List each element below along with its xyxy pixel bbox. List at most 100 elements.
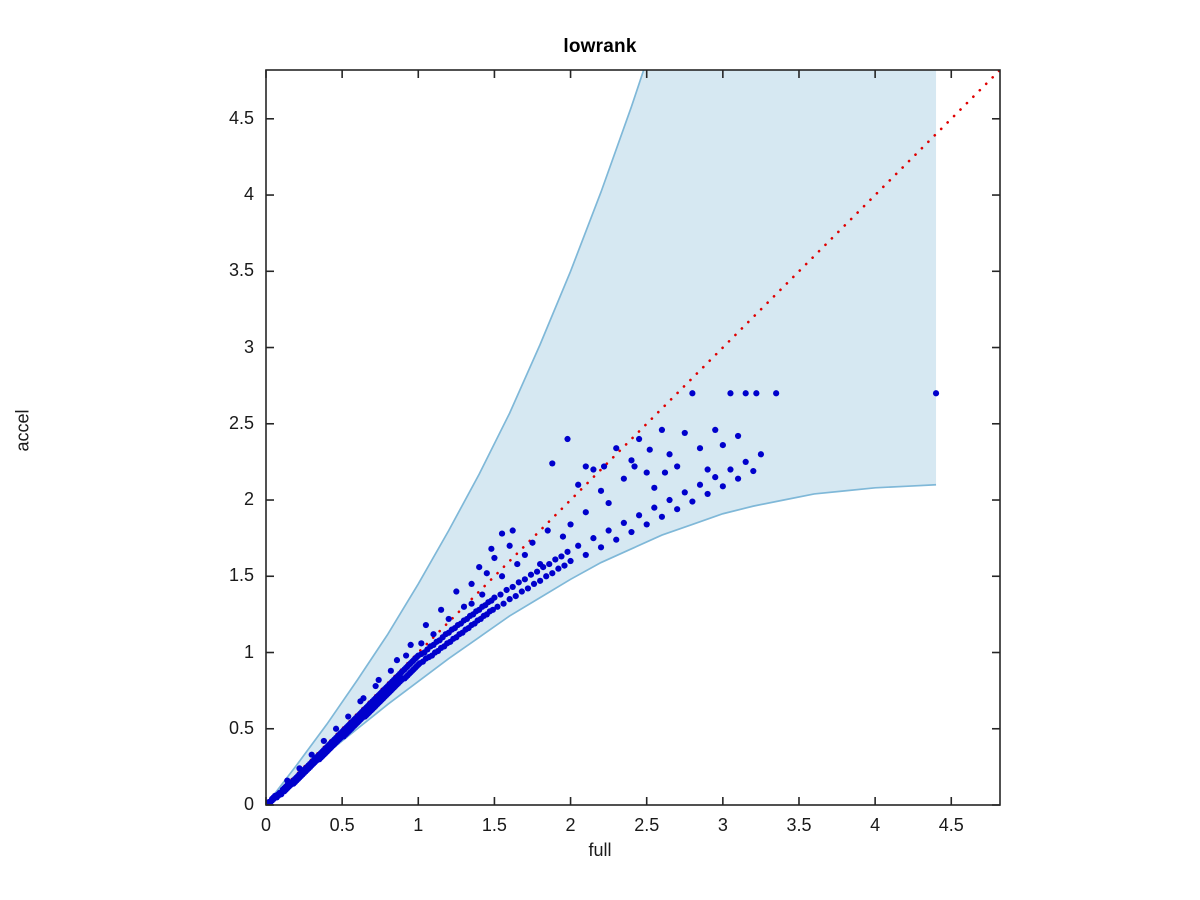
scatter-point (483, 570, 490, 577)
scatter-point (628, 457, 635, 464)
scatter-point (597, 487, 605, 494)
scatter-point (453, 588, 460, 595)
scatter-point (742, 390, 749, 397)
scatter-point (555, 565, 562, 572)
scatter-point (620, 475, 627, 482)
scatter-point (491, 554, 498, 562)
scatter-point (460, 603, 468, 610)
scatter-point (666, 451, 673, 458)
scatter-point (533, 568, 541, 575)
scatter-point (643, 521, 650, 528)
y-tick-label: 1.5 (228, 565, 254, 586)
scatter-point (438, 606, 445, 613)
x-tick-label: 3.5 (786, 815, 812, 835)
confidence-band (266, 70, 937, 805)
scatter-point (543, 573, 550, 580)
scatter-point (628, 528, 635, 536)
x-tick-label: 4.5 (938, 815, 964, 835)
scatter-point (567, 557, 574, 565)
scatter-point (296, 765, 303, 772)
scatter-point (488, 545, 495, 552)
scatter-point (546, 560, 553, 568)
scatter-point (590, 535, 597, 542)
y-tick-label: 3 (243, 336, 254, 357)
scatter-point (503, 586, 510, 594)
scatter-point (524, 585, 532, 592)
scatter-point (635, 512, 643, 519)
scatter-point (559, 533, 567, 540)
confidence-band-lower-edge (266, 483, 937, 805)
scatter-point (590, 466, 597, 473)
scatter-point (514, 560, 521, 568)
y-tick-label: 4 (243, 184, 254, 205)
scatter-point (476, 564, 483, 571)
scatter-point (582, 509, 589, 516)
scatter-point (635, 435, 643, 443)
scatter-point (666, 496, 673, 504)
scatter-point (498, 530, 506, 537)
x-tick-label: 2.5 (634, 815, 660, 835)
scatter-point (530, 580, 538, 587)
scatter-point (521, 551, 528, 559)
scatter-point (696, 445, 704, 452)
scatter-point (360, 695, 367, 702)
scatter-point (564, 548, 571, 555)
scatter-point (558, 553, 565, 560)
confidence-band-fill (266, 70, 937, 805)
scatter-point (521, 576, 528, 583)
scatter-point (497, 591, 504, 598)
scatter-point (491, 594, 498, 601)
scatter-point (387, 667, 394, 674)
scatter-point (704, 490, 711, 498)
x-tick-label: 3 (717, 815, 728, 835)
scatter-point (393, 657, 401, 664)
scatter-point (613, 445, 620, 452)
scatter-point (403, 652, 410, 659)
scatter-point (727, 466, 734, 473)
y-tick-label: 1 (243, 641, 254, 662)
scatter-point (712, 474, 719, 481)
x-tick-label: 0.5 (329, 815, 355, 835)
x-tick-label: 2 (565, 815, 576, 835)
scatter-point (620, 519, 627, 526)
scatter-point (320, 737, 327, 745)
scatter-point (582, 463, 589, 470)
scatter-point (712, 426, 719, 433)
scatter-point (445, 615, 452, 623)
scatter-point (773, 390, 780, 397)
scatter-point (479, 591, 486, 598)
scatter-point (651, 504, 658, 511)
scatter-point (681, 429, 688, 437)
scatter-point (719, 442, 726, 449)
scatter-point (613, 536, 620, 543)
scatter-point (308, 751, 315, 758)
x-tick-label: 1 (413, 815, 424, 835)
scatter-point (575, 481, 582, 488)
confidence-band-upper-edge (266, 70, 645, 805)
scatter-point (422, 621, 429, 629)
scatter-point (651, 484, 658, 491)
y-tick-label: 2.5 (228, 412, 254, 433)
scatter-point (509, 527, 516, 534)
scatter-point (430, 631, 437, 638)
y-tick-label: 0 (243, 794, 254, 814)
scatter-point (567, 521, 574, 528)
x-tick-label: 1.5 (481, 815, 507, 835)
scatter-point (332, 725, 340, 732)
scatter-point (500, 600, 507, 607)
scatter-point (661, 469, 669, 476)
scatter-point (646, 446, 653, 453)
scatter-point (681, 489, 688, 496)
scatter-point (658, 426, 666, 433)
scatter-point (734, 475, 742, 482)
scatter-point (734, 432, 742, 440)
scatter-point (498, 573, 506, 580)
scatter-point (704, 466, 711, 473)
scatter-point (489, 606, 496, 613)
scatter-point (345, 713, 352, 720)
scatter-point (529, 539, 536, 546)
scatter-point (674, 506, 681, 513)
scatter-point (631, 463, 638, 470)
